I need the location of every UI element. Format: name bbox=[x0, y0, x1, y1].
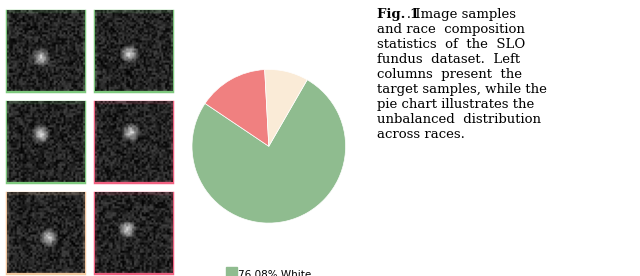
Wedge shape bbox=[265, 70, 307, 146]
FancyBboxPatch shape bbox=[95, 102, 172, 182]
FancyBboxPatch shape bbox=[7, 102, 84, 182]
Wedge shape bbox=[192, 80, 346, 223]
FancyBboxPatch shape bbox=[7, 11, 84, 91]
Legend: 76.08% White, 14.73% Black, 9.19% Asian: 76.08% White, 14.73% Black, 9.19% Asian bbox=[221, 266, 316, 276]
Text: Fig. 1: Fig. 1 bbox=[376, 8, 419, 21]
Wedge shape bbox=[205, 70, 269, 146]
FancyBboxPatch shape bbox=[95, 193, 172, 273]
FancyBboxPatch shape bbox=[95, 11, 172, 91]
FancyBboxPatch shape bbox=[7, 193, 84, 273]
Text: . Image samples
and race  composition
statistics  of  the  SLO
fundus  dataset. : . Image samples and race composition sta… bbox=[376, 8, 547, 141]
